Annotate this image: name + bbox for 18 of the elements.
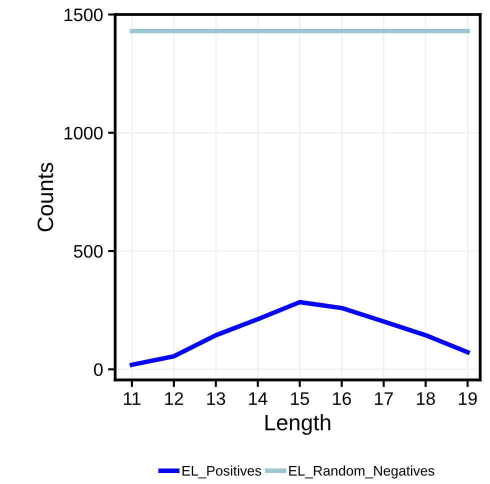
x-tick-label: 15 <box>291 392 310 406</box>
x-tick-label: 13 <box>207 392 226 406</box>
x-tick-label: 17 <box>375 392 393 405</box>
y-axis-title: Counts <box>38 162 54 232</box>
x-tick-label: 14 <box>249 392 268 405</box>
x-tick-label: 12 <box>165 392 184 405</box>
y-tick-label: 0 <box>94 363 103 376</box>
x-tick-label: 11 <box>124 392 140 405</box>
legend-label: EL_Positives <box>182 466 262 478</box>
legend-label: EL_Random_Negatives <box>289 466 434 478</box>
y-tick-label: 500 <box>74 244 103 258</box>
y-tick-label: 1000 <box>64 126 103 140</box>
x-tick-label: 19 <box>458 392 477 406</box>
x-tick-label: 18 <box>416 392 435 406</box>
x-tick-label: 16 <box>333 392 351 406</box>
x-axis-title: Length <box>266 414 330 435</box>
y-tick-label: 1500 <box>64 8 103 22</box>
line-series <box>130 300 470 368</box>
